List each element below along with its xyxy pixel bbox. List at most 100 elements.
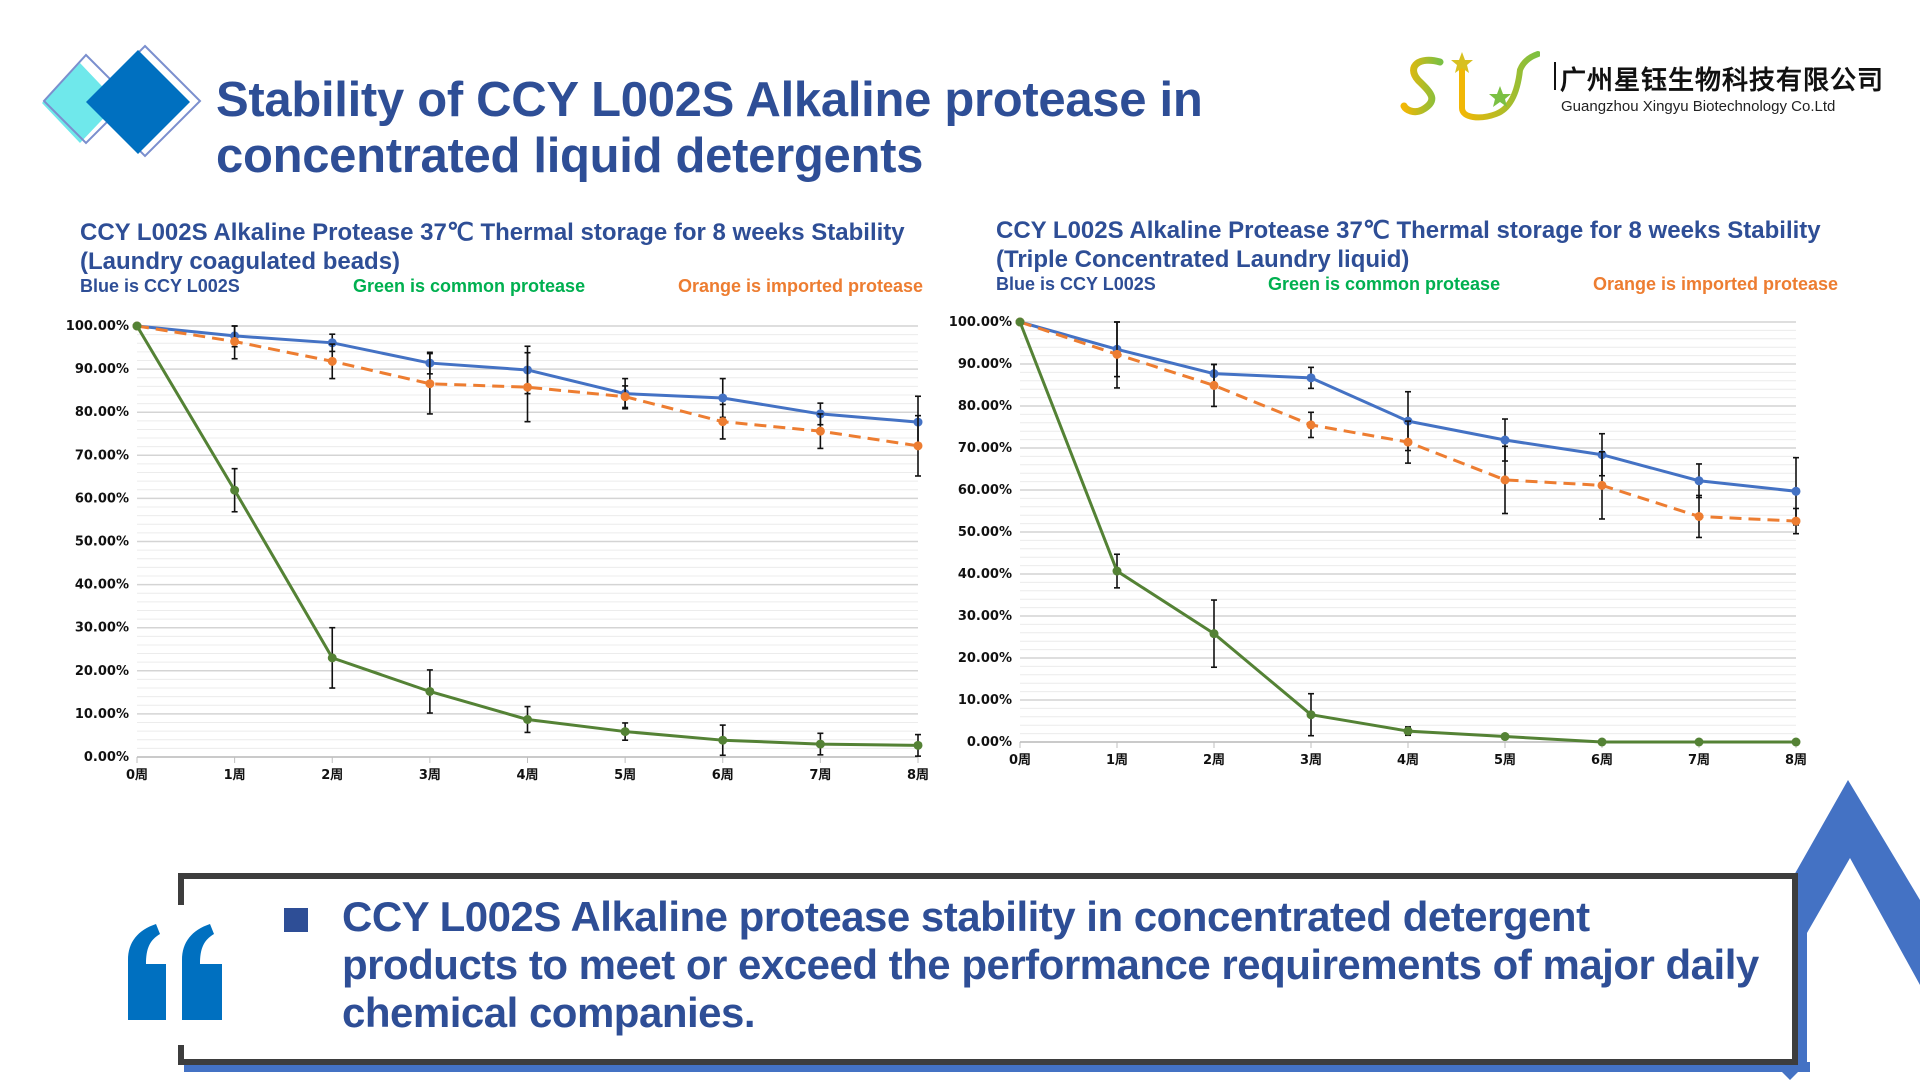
series-orange [1015,317,1801,539]
chart1-title-line1: CCY L002S Alkaline Protease 37℃ Thermal … [80,219,905,246]
x-tick-label: 5周 [614,768,636,783]
data-point-blue [1500,435,1510,445]
y-tick-label: 40.00% [958,567,1012,582]
y-tick-label: 20.00% [958,651,1012,666]
y-tick-label: 40.00% [75,578,129,593]
chart2-title-line1: CCY L002S Alkaline Protease 37℃ Thermal … [996,217,1821,244]
x-tick-label: 7周 [1688,753,1710,768]
chart2-title: CCY L002S Alkaline Protease 37℃ Thermal … [996,216,1916,274]
chart-triple-concentrated-liquid: 0.00% 10.00% 20.00% 30.00% 40.00% 50.00% 60.00… [949,315,1807,768]
data-point-orange [1694,511,1704,521]
data-point-blue [1791,486,1801,496]
data-point-green [815,739,825,749]
chart1-legend-green: Green is common protease [353,276,586,296]
x-tick-label: 4周 [1397,753,1419,768]
y-tick-label: 90.00% [75,362,129,377]
x-tick-label: 3周 [1300,753,1322,768]
data-point-green [913,740,923,750]
page-title: Stability of CCY L002S Alkaline protease… [216,73,1203,183]
data-point-blue [1306,373,1316,383]
x-tick-label: 3周 [419,768,441,783]
chart1-title: CCY L002S Alkaline Protease 37℃ Thermal … [80,218,980,276]
x-tick-label: 8周 [907,768,929,783]
series-green [132,321,923,757]
data-point-orange [327,356,337,366]
quote-box-shadow [184,1062,1810,1072]
data-point-orange [230,337,240,347]
data-point-green [132,321,142,331]
data-point-green [1112,566,1122,576]
y-tick-label: 80.00% [75,405,129,420]
data-point-orange [913,441,923,451]
chart2-legend-green: Green is common protease [1268,274,1501,294]
x-tick-label: 2周 [1203,753,1225,768]
summary-text: CCY L002S Alkaline protease stability in… [342,893,1759,1036]
y-tick-label: 100.00% [949,315,1012,330]
data-point-blue [1694,476,1704,486]
data-point-orange [1112,349,1122,359]
y-tick-label: 100.00% [66,319,129,334]
data-point-green [1209,629,1219,639]
company-logo-icon [1400,51,1540,121]
data-point-green [620,727,630,737]
data-point-orange [815,426,825,436]
x-tick-label: 0周 [1009,753,1031,768]
data-point-green [327,653,337,663]
y-tick-label: 80.00% [958,399,1012,414]
data-point-green [718,735,728,745]
data-point-orange [1500,475,1510,485]
chart1-subtitle: (Laundry coagulated beads) [80,248,401,275]
x-tick-label: 2周 [321,768,343,783]
x-tick-label: 7周 [809,768,831,783]
y-tick-label: 90.00% [958,357,1012,372]
y-tick-label: 30.00% [958,609,1012,624]
company-name-en: Guangzhou Xingyu Biotechnology Co.Ltd [1561,98,1836,115]
data-point-orange [718,417,728,427]
y-tick-label: 70.00% [958,441,1012,456]
y-tick-label: 0.00% [967,735,1012,750]
x-tick-label: 1周 [1106,753,1128,768]
x-tick-label: 0周 [126,768,148,783]
data-point-orange [1403,437,1413,447]
bullet-square-icon [284,908,308,932]
y-tick-label: 60.00% [958,483,1012,498]
data-point-green [523,715,532,725]
data-point-orange [1306,420,1316,430]
series-green [1015,317,1801,747]
data-point-orange [1209,380,1219,390]
y-tick-label: 50.00% [75,535,129,550]
data-point-green [1791,737,1801,747]
quote-box-shadow-right [1797,880,1807,1072]
data-point-green [1015,317,1025,327]
chart2-subtitle: (Triple Concentrated Laundry liquid) [996,246,1410,273]
data-point-orange [620,392,630,402]
data-point-orange [523,382,532,392]
data-point-green [1694,737,1704,747]
data-point-orange [1597,480,1607,490]
y-tick-label: 10.00% [75,707,129,722]
data-point-green [230,485,240,495]
x-tick-label: 1周 [224,768,246,783]
chart-laundry-beads: 0.00% 10.00% 20.00% 30.00% 40.00% 50.00% 60.00… [66,319,929,783]
x-tick-label: 8周 [1785,753,1807,768]
x-tick-label: 6周 [1591,753,1613,768]
data-point-green [1500,732,1510,742]
x-tick-label: 5周 [1494,753,1516,768]
data-point-orange [425,379,435,389]
gridlines [1020,321,1796,743]
diamond-decoration-icon [42,44,202,158]
data-point-green [1403,726,1413,736]
chart2-legend-blue: Blue is CCY L002S [996,274,1156,294]
company-name-cn: 广州星钰生物科技有限公司 [1553,60,1884,97]
chart2-legend-orange: Orange is imported protease [1593,274,1839,294]
summary-box [178,873,1798,1065]
chevron-up-decoration-icon [1780,780,1920,1080]
data-point-blue [718,393,728,403]
y-tick-label: 30.00% [75,621,129,636]
chart1-legend-orange: Orange is imported protease [678,276,924,296]
data-point-green [425,686,435,696]
data-point-blue [327,338,337,348]
series-orange [132,321,923,477]
y-tick-label: 70.00% [75,448,129,463]
y-tick-label: 60.00% [75,491,129,506]
